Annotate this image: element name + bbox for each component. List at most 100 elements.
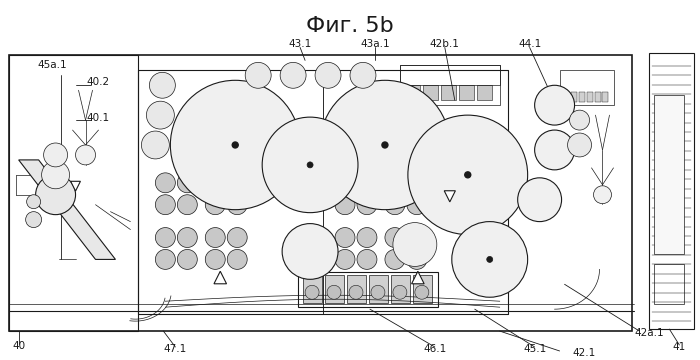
Text: 43a.1: 43a.1 <box>360 40 390 49</box>
Circle shape <box>36 175 76 215</box>
Circle shape <box>465 172 471 178</box>
Bar <box>563 92 568 102</box>
Bar <box>400 66 500 85</box>
Circle shape <box>486 256 493 262</box>
Circle shape <box>518 178 561 222</box>
Circle shape <box>385 249 405 269</box>
Circle shape <box>335 228 355 247</box>
Bar <box>347 275 366 303</box>
Bar <box>369 275 388 303</box>
Circle shape <box>357 195 377 215</box>
Text: 46.1: 46.1 <box>424 344 447 354</box>
Circle shape <box>155 195 175 215</box>
Circle shape <box>315 62 341 88</box>
Bar <box>578 92 584 102</box>
Circle shape <box>570 110 589 130</box>
Circle shape <box>205 173 225 193</box>
Text: 40.2: 40.2 <box>86 77 109 87</box>
Text: 40: 40 <box>12 341 25 351</box>
Circle shape <box>149 72 175 98</box>
Bar <box>323 70 508 314</box>
Text: Фиг. 5b: Фиг. 5b <box>306 15 394 36</box>
Bar <box>603 92 608 102</box>
Text: 43.1: 43.1 <box>288 40 312 49</box>
Polygon shape <box>412 271 424 284</box>
Bar <box>423 85 438 100</box>
Circle shape <box>177 195 197 215</box>
Circle shape <box>385 195 405 215</box>
Circle shape <box>350 62 376 88</box>
Polygon shape <box>444 191 456 202</box>
Text: 45.1: 45.1 <box>523 344 546 354</box>
Circle shape <box>232 142 238 148</box>
Circle shape <box>41 161 69 189</box>
Bar <box>8 55 139 331</box>
Circle shape <box>27 195 41 209</box>
Circle shape <box>335 249 355 269</box>
Circle shape <box>205 228 225 247</box>
Circle shape <box>205 195 225 215</box>
Text: 42.1: 42.1 <box>573 348 596 358</box>
Circle shape <box>382 142 388 148</box>
Circle shape <box>320 80 450 210</box>
Circle shape <box>357 249 377 269</box>
Circle shape <box>43 143 68 167</box>
Circle shape <box>393 285 407 299</box>
Circle shape <box>228 173 247 193</box>
Bar <box>654 95 685 255</box>
Circle shape <box>228 195 247 215</box>
Circle shape <box>349 285 363 299</box>
Circle shape <box>282 224 338 279</box>
Circle shape <box>177 249 197 269</box>
Circle shape <box>146 101 174 129</box>
Circle shape <box>177 228 197 247</box>
Text: 44.1: 44.1 <box>518 40 541 49</box>
Circle shape <box>568 133 592 157</box>
Circle shape <box>357 228 377 247</box>
Bar <box>413 275 432 303</box>
Circle shape <box>407 195 427 215</box>
Circle shape <box>155 173 175 193</box>
Circle shape <box>26 212 41 228</box>
Circle shape <box>407 249 427 269</box>
Bar <box>587 92 592 102</box>
Bar <box>139 70 323 314</box>
Circle shape <box>335 173 355 193</box>
Circle shape <box>357 173 377 193</box>
Circle shape <box>452 222 528 297</box>
Circle shape <box>407 228 427 247</box>
Bar <box>570 92 577 102</box>
Bar <box>298 273 438 307</box>
Bar <box>400 66 500 105</box>
Circle shape <box>205 249 225 269</box>
Text: 47.1: 47.1 <box>164 344 187 354</box>
Text: 40.1: 40.1 <box>86 113 109 123</box>
Bar <box>325 275 344 303</box>
Polygon shape <box>19 160 116 260</box>
Bar <box>391 275 410 303</box>
Bar <box>139 70 507 314</box>
Bar <box>477 85 491 100</box>
Bar <box>441 85 456 100</box>
Circle shape <box>170 80 300 210</box>
Circle shape <box>415 285 429 299</box>
Circle shape <box>393 222 437 266</box>
Bar <box>654 264 685 304</box>
Circle shape <box>280 62 306 88</box>
Circle shape <box>327 285 341 299</box>
Circle shape <box>245 62 271 88</box>
Bar <box>594 92 601 102</box>
Circle shape <box>535 130 575 170</box>
Circle shape <box>177 173 197 193</box>
Circle shape <box>371 285 385 299</box>
Circle shape <box>228 249 247 269</box>
Circle shape <box>155 249 175 269</box>
Circle shape <box>594 186 612 204</box>
Circle shape <box>305 285 319 299</box>
Circle shape <box>262 117 358 213</box>
Circle shape <box>408 115 528 234</box>
Polygon shape <box>71 181 80 191</box>
Circle shape <box>535 85 575 125</box>
Circle shape <box>335 195 355 215</box>
Bar <box>8 55 632 331</box>
